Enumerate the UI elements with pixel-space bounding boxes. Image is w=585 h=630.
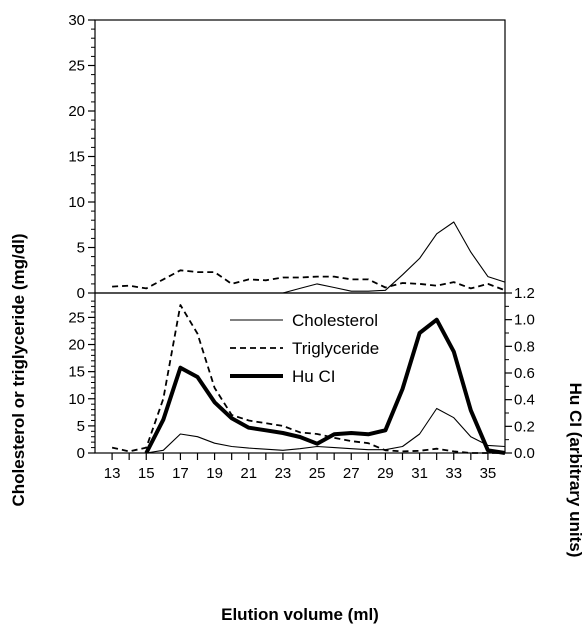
- bottom-left-y-tick-label: 15: [68, 364, 85, 381]
- top-y-tick-label: 15: [68, 149, 85, 166]
- bottom-right-y-tick-label: 1.2: [514, 285, 535, 302]
- x-tick-label: 23: [275, 465, 292, 482]
- top-series-triglyceride: [112, 269, 506, 292]
- legend-label-cholesterol: Cholesterol: [292, 311, 378, 330]
- x-tick-label: 29: [377, 465, 394, 482]
- bottom-series-hu_ci: [144, 317, 506, 455]
- bottom-right-y-axis: 0.0 0.2 0.4 0.6 0.8 1.0 1.2: [505, 285, 535, 462]
- legend-label-hu_ci: Hu CI: [292, 367, 335, 386]
- bottom-left-y-tick-label: 25: [68, 309, 85, 326]
- top-y-tick-label: 5: [77, 240, 85, 257]
- top-series-cholesterol: [112, 221, 506, 294]
- bottom-right-y-tick-label: 0.4: [514, 392, 535, 409]
- top-y-tick-label: 20: [68, 103, 85, 120]
- bottom-right-y-tick-label: 1.0: [514, 312, 535, 329]
- bottom-series-triglyceride: [111, 304, 505, 454]
- x-tick-label: 35: [480, 465, 497, 482]
- x-tick-label: 13: [104, 465, 121, 482]
- x-tick-label: 33: [445, 465, 462, 482]
- y-axis-left-title: Cholesterol or triglyceride (mg/dl): [9, 234, 28, 507]
- top-y-tick-label: 25: [68, 58, 85, 75]
- bottom-right-y-tick-label: 0.6: [514, 365, 535, 382]
- bottom-right-y-tick-label: 0.2: [514, 418, 535, 435]
- top-panel: 0 5 10 15 20 25 30: [68, 12, 506, 302]
- y-axis-right-title: Hu CI (arbitrary units): [566, 383, 585, 558]
- x-tick-label: 25: [309, 465, 326, 482]
- x-tick-label: 19: [206, 465, 223, 482]
- bottom-series-group: [111, 304, 506, 455]
- bottom-right-y-tick-label: 0.8: [514, 338, 535, 355]
- legend-label-triglyceride: Triglyceride: [292, 339, 379, 358]
- x-tick-label: 27: [343, 465, 360, 482]
- legend: Cholesterol Triglyceride Hu CI: [230, 311, 379, 386]
- top-y-axis: 0 5 10 15 20 25 30: [68, 12, 95, 302]
- top-series-group: [112, 221, 506, 294]
- bottom-left-y-tick-label: 10: [68, 391, 85, 408]
- x-tick-label: 17: [172, 465, 189, 482]
- x-tick-label: 31: [411, 465, 428, 482]
- x-tick-label: 21: [240, 465, 257, 482]
- bottom-left-y-axis: 0 5 10 15 20 25: [68, 300, 95, 462]
- bottom-left-y-tick-label: 5: [77, 418, 85, 435]
- bottom-right-y-tick-label: 0.0: [514, 445, 535, 462]
- bottom-x-axis: 13 15 17 19 21 23 25 27 29 31 33 35: [104, 453, 497, 482]
- top-y-tick-label: 30: [68, 12, 85, 29]
- bottom-left-y-tick-label: 0: [77, 445, 85, 462]
- bottom-series-cholesterol: [112, 407, 506, 454]
- top-y-tick-label: 0: [77, 285, 85, 302]
- bottom-left-y-tick-label: 20: [68, 337, 85, 354]
- top-panel-frame: [94, 19, 506, 294]
- x-axis-title: Elution volume (ml): [221, 605, 379, 624]
- top-y-tick-label: 10: [68, 194, 85, 211]
- x-tick-label: 15: [138, 465, 155, 482]
